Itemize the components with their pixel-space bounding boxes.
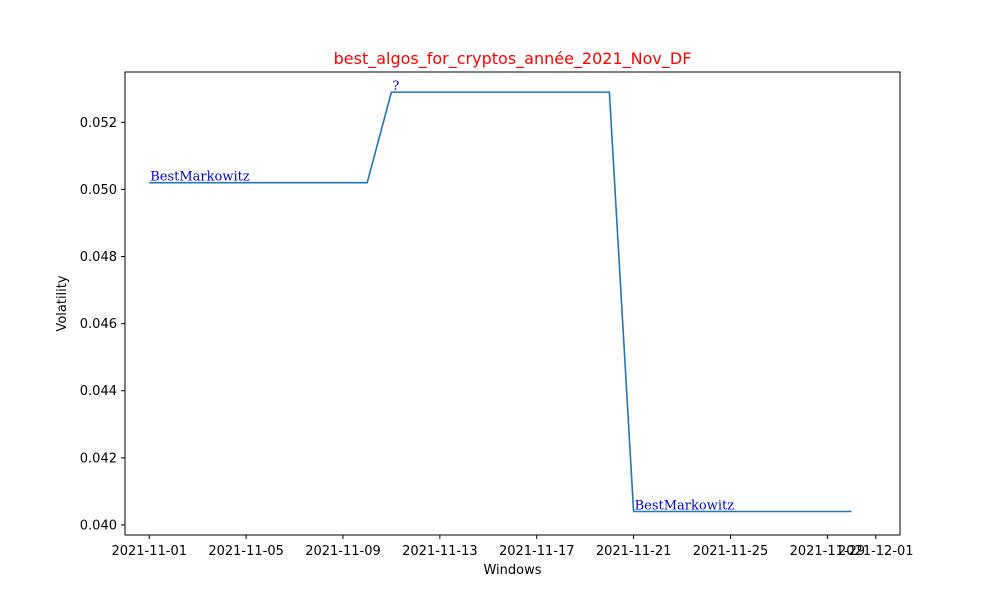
y-tick-label: 0.048: [80, 250, 117, 265]
plot-area-frame: [124, 71, 901, 536]
x-tick-label: 2021-12-01: [838, 544, 914, 559]
y-tick-label: 0.050: [80, 183, 117, 198]
x-tick-label: 2021-11-25: [693, 544, 769, 559]
x-tick-label: 2021-11-13: [402, 544, 478, 559]
x-tick-label: 2021-11-01: [111, 544, 187, 559]
y-tick-label: 0.046: [80, 317, 117, 332]
series-layer: [149, 91, 852, 513]
x-axis-title: Windows: [483, 563, 541, 578]
y-tick-label: 0.044: [80, 384, 117, 399]
annotation-label: BestMarkowitz: [150, 170, 250, 185]
x-tick-label: 2021-11-21: [596, 544, 672, 559]
annotation-label: ?: [392, 79, 399, 94]
annotation-layer: BestMarkowitz? BestMarkowitz: [150, 79, 734, 513]
y-axis-title: Volatility: [55, 275, 70, 331]
x-tick-label: 2021-11-09: [305, 544, 381, 559]
series-line: [149, 91, 852, 513]
chart-title: best_algos_for_cryptos_année_2021_Nov_DF: [334, 49, 692, 69]
y-tick-label: 0.040: [80, 518, 117, 533]
x-tick-label: 2021-11-17: [499, 544, 575, 559]
x-axis: 2021-11-01 2021-11-05 2021-11-09 2021-11-13…: [111, 535, 914, 559]
x-tick-label: 2021-11-29: [790, 544, 866, 559]
x-tick-label: 2021-11-05: [208, 544, 284, 559]
y-tick-label: 0.052: [80, 116, 117, 131]
y-tick-label: 0.042: [80, 451, 117, 466]
y-axis: 0.040 0.042 0.044 0.046 0.048 0.050 0.052: [80, 116, 125, 533]
annotation-label: BestMarkowitz: [635, 499, 735, 514]
